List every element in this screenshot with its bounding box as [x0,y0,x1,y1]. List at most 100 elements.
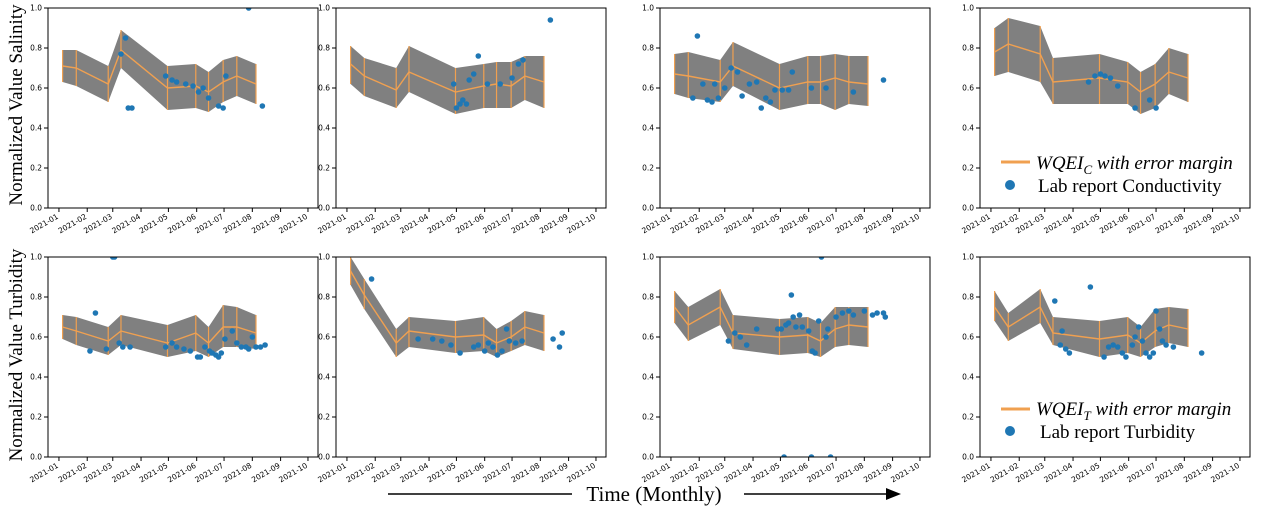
x-tick-label: 2021-03 [694,461,726,485]
y-tick-label: 0.4 [318,124,330,133]
lab-report-point [499,348,505,354]
legend-bottom: WQEIT with error margin Lab report Turbi… [1001,399,1231,443]
lab-report-point [690,95,696,101]
lab-report-point [169,77,175,83]
lab-report-point [1146,97,1153,103]
lab-report-point [1062,346,1069,352]
y-tick-label: 0.8 [30,44,42,53]
lab-report-point [111,257,118,260]
lab-report-point [753,326,760,332]
plot-area [673,257,889,457]
lab-report-point [181,346,187,352]
x-tick-label: 2021-08 [1154,461,1186,485]
y-tick-label: 0.2 [30,164,42,173]
lab-report-point [1114,83,1121,89]
lab-report-point [850,312,857,318]
lab-report-point [1153,105,1159,111]
y-tick-label: 1.0 [642,253,654,262]
x-tick-label: 2021-03 [82,212,114,236]
x-tick-label: 2021-01 [960,461,992,485]
lab-report-point [556,344,563,350]
lab-report-point [808,454,815,457]
lab-report-point [869,312,876,318]
lab-report-point [846,308,852,314]
legend-top-dot-swatch [1005,180,1015,190]
lab-report-point [1085,79,1092,85]
lab-report-point [490,344,496,350]
lab-report-point [162,344,169,350]
lab-report-point [788,292,795,298]
x-axis-label: Time (Monthly) [586,482,721,506]
x-tick-label: 2021-04 [110,461,142,485]
y-tick-label: 0.2 [962,413,974,422]
y-tick-label: 0.2 [318,164,330,173]
lab-report-point [874,310,880,316]
chart-panel-row1-col2: 0.00.20.40.60.81.02021-012021-022021-032… [316,4,607,236]
y-tick-label: 0.4 [318,373,330,382]
x-tick-label: 2021-04 [110,212,142,236]
lab-report-point [1135,324,1142,330]
lab-report-point [700,81,706,87]
x-tick-label: 2021-09 [538,212,570,236]
lab-report-point [485,340,492,346]
y-tick-label: 0.8 [642,293,654,302]
x-tick-label: 2021-08 [510,212,542,236]
lab-report-point [122,35,129,41]
y-tick-label: 0.8 [642,44,654,53]
lab-report-point [262,342,268,348]
lab-report-point [439,338,445,344]
plot-area [349,17,554,114]
lab-report-point [790,314,796,320]
x-tick-label: 2021-06 [166,461,198,485]
x-tick-label: 2021-04 [1042,212,1074,236]
x-tick-label: 2021-06 [454,461,486,485]
time-arrow-head [886,488,901,500]
x-tick-label: 2021-08 [834,212,866,236]
lab-report-point [815,318,822,324]
lab-report-point [833,314,839,320]
x-tick-label: 2021-07 [481,461,513,485]
y-tick-label: 0.8 [318,293,330,302]
lab-report-point [1059,328,1065,334]
y-axis-label-top: Normalized Value Salinity [6,4,27,206]
y-tick-label: 1.0 [318,4,330,13]
lab-report-point [220,105,226,111]
y-tick-label: 1.0 [642,4,654,13]
lab-report-point [512,340,519,346]
lab-report-point [506,338,513,344]
lab-report-point [1129,342,1136,348]
lab-report-point [190,83,196,89]
lab-report-point [1087,284,1094,290]
axes-frame [47,256,319,458]
lab-report-point [1139,338,1146,344]
legend-top-line-label: WQEIC with error margin [1036,153,1233,177]
lab-report-point [861,308,868,314]
lab-report-point [259,103,266,109]
lab-report-point [812,350,818,356]
y-tick-label: 0.4 [962,124,974,133]
lab-report-point [197,354,204,360]
lab-report-point [459,97,466,103]
chart-panel-row2-col2: 0.00.20.40.60.81.02021-012021-022021-032… [316,253,607,485]
lab-report-point [711,81,718,87]
lab-report-point [781,454,787,457]
x-tick-label: 2021-06 [778,212,810,236]
y-tick-label: 0.6 [318,84,330,93]
lab-report-point [1198,350,1205,356]
y-tick-label: 0.6 [318,333,330,342]
plot-area [61,257,268,360]
lab-report-point [1102,73,1108,79]
axes-frame [47,7,319,209]
chart-panel-row2-col3: 0.00.20.40.60.81.02021-012021-022021-032… [640,253,931,485]
x-tick-label: 2021-10 [565,461,597,485]
lab-report-point [725,338,732,344]
lab-report-point [1097,71,1104,77]
lab-report-point [470,344,477,350]
error-margin-band [674,42,868,110]
x-tick-label: 2021-10 [277,461,309,485]
x-tick-label: 2021-10 [1209,212,1241,236]
y-tick-label: 1.0 [318,253,330,262]
y-tick-label: 0.0 [642,204,654,213]
lab-report-point [799,324,806,330]
x-tick-label: 2021-06 [454,212,486,236]
